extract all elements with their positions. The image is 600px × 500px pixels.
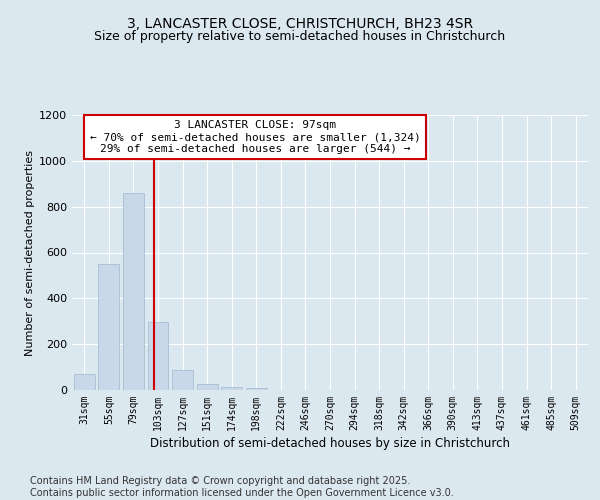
Text: Size of property relative to semi-detached houses in Christchurch: Size of property relative to semi-detach…	[94, 30, 506, 43]
Text: 3, LANCASTER CLOSE, CHRISTCHURCH, BH23 4SR: 3, LANCASTER CLOSE, CHRISTCHURCH, BH23 4…	[127, 18, 473, 32]
X-axis label: Distribution of semi-detached houses by size in Christchurch: Distribution of semi-detached houses by …	[150, 437, 510, 450]
Bar	[172, 370, 193, 390]
Bar	[74, 374, 95, 390]
Text: 3 LANCASTER CLOSE: 97sqm
← 70% of semi-detached houses are smaller (1,324)
29% o: 3 LANCASTER CLOSE: 97sqm ← 70% of semi-d…	[90, 120, 421, 154]
Y-axis label: Number of semi-detached properties: Number of semi-detached properties	[25, 150, 35, 356]
Bar	[246, 388, 267, 390]
Bar	[221, 387, 242, 390]
Bar	[148, 322, 169, 390]
Text: Contains HM Land Registry data © Crown copyright and database right 2025.
Contai: Contains HM Land Registry data © Crown c…	[30, 476, 454, 498]
Bar	[123, 193, 144, 390]
Bar	[197, 384, 218, 390]
Bar	[98, 264, 119, 390]
